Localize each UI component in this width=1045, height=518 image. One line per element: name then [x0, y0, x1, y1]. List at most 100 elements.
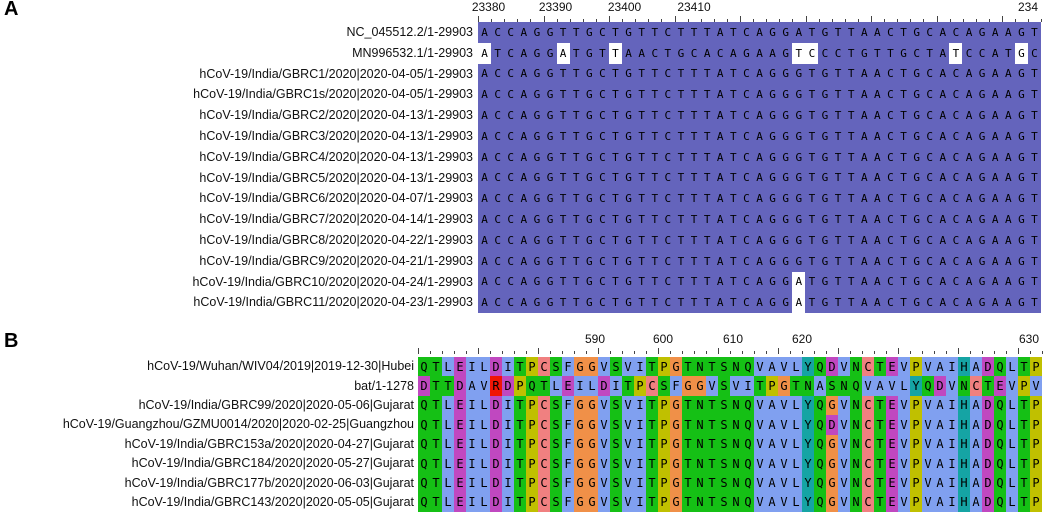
residue-cell: C — [538, 492, 550, 513]
residue-cell: A — [934, 415, 946, 435]
nucleotide-cell: T — [844, 292, 858, 314]
residue-cell: V — [598, 357, 610, 377]
residue-cell: V — [622, 415, 634, 435]
nucleotide-cell: T — [726, 271, 740, 293]
panel-b-ruler-tick — [934, 351, 935, 354]
residue-cell: Q — [742, 492, 754, 513]
residue-cell: E — [886, 473, 898, 493]
nucleotide-cell: T — [608, 271, 623, 293]
residue-cell: E — [454, 492, 466, 513]
nucleotide-cell: A — [857, 271, 871, 293]
nucleotide-cell: G — [543, 126, 557, 147]
panel-b-ruler-tick — [502, 351, 503, 354]
nucleotide-cell: G — [622, 250, 636, 272]
residue-cell: G — [586, 395, 598, 416]
nucleotide-cell: C — [504, 84, 518, 106]
nucleotide-cell: T — [844, 271, 858, 293]
nucleotide-cell: T — [635, 146, 649, 168]
residue-cell: V — [922, 415, 934, 435]
residue-cell: T — [706, 454, 718, 474]
nucleotide-cell: C — [949, 126, 963, 147]
nucleotide-cell: C — [661, 126, 675, 147]
nucleotide-cell: A — [1001, 230, 1015, 251]
nucleotide-cell: C — [504, 250, 518, 272]
residue-cell: T — [706, 492, 718, 513]
panel-a-ruler-tick — [740, 16, 741, 22]
nucleotide-cell: A — [988, 209, 1002, 230]
nucleotide-cell: T — [556, 209, 570, 230]
panel-b-ruler-tick — [778, 348, 779, 354]
nucleotide-cell: A — [962, 84, 976, 106]
residue-cell: T — [874, 415, 886, 435]
residue-cell: G — [778, 376, 790, 396]
panel-a-ruler-tick — [962, 19, 964, 22]
nucleotide-cell: G — [857, 42, 871, 64]
nucleotide-cell: C — [923, 292, 937, 314]
residue-cell: N — [850, 454, 862, 474]
residue-cell: C — [970, 376, 982, 396]
nucleotide-cell: G — [530, 126, 544, 147]
nucleotide-cell: A — [517, 42, 531, 64]
residue-cell: V — [754, 434, 766, 454]
residue-cell: G — [670, 395, 682, 416]
nucleotide-cell: A — [752, 146, 767, 168]
residue-cell: I — [634, 473, 646, 493]
residue-cell: A — [970, 492, 982, 513]
residue-cell: D — [490, 415, 502, 435]
residue-cell: Q — [742, 357, 754, 377]
nucleotide-cell: G — [766, 167, 780, 189]
residue-cell: Q — [742, 395, 754, 416]
nucleotide-cell: C — [883, 167, 897, 189]
panel-a-sequence-labels: NC_045512.2/1-29903 MN996532.1/1-29903 hCo… — [0, 22, 473, 316]
residue-cell: N — [850, 434, 862, 454]
nucleotide-cell: T — [674, 146, 688, 168]
residue-cell: S — [718, 473, 730, 493]
residue-cell: T — [538, 376, 550, 396]
residue-cell: E — [994, 376, 1006, 396]
nucleotide-cell: A — [857, 84, 871, 106]
residue-cell: R — [490, 376, 502, 396]
residue-cell: P — [526, 434, 538, 454]
residue-cell: N — [730, 473, 742, 493]
nucleotide-cell: T — [556, 84, 570, 106]
nucleotide-cell: T — [674, 22, 688, 43]
nucleotide-cell: G — [582, 167, 596, 189]
residue-cell: G — [586, 492, 598, 513]
nucleotide-cell: T — [726, 84, 740, 106]
nucleotide-cell: G — [1014, 167, 1028, 189]
residue-cell: E — [454, 415, 466, 435]
nucleotide-cell: A — [962, 209, 976, 230]
residue-cell: A — [766, 454, 778, 474]
residue-cell: V — [598, 454, 610, 474]
nucleotide-cell: G — [582, 126, 596, 147]
nucleotide-cell: T — [726, 146, 740, 168]
nucleotide-cell: C — [883, 209, 897, 230]
residue-cell: T — [682, 492, 694, 513]
nucleotide-cell: T — [608, 126, 623, 147]
panel-b-position-number: 600 — [652, 332, 674, 346]
nucleotide-cell: T — [648, 126, 662, 147]
nucleotide-cell: C — [949, 167, 963, 189]
nucleotide-cell: G — [582, 84, 596, 106]
residue-cell: E — [454, 454, 466, 474]
residue-cell: P — [1018, 376, 1030, 396]
residue-cell: I — [466, 395, 478, 416]
nucleotide-cell: T — [700, 22, 714, 43]
residue-cell: F — [562, 434, 574, 454]
nucleotide-cell: A — [1001, 188, 1015, 210]
nucleotide-cell: C — [739, 63, 753, 85]
nucleotide-cell: C — [504, 230, 518, 251]
residue-cell: S — [610, 415, 622, 435]
nucleotide-cell: T — [700, 84, 714, 106]
nucleotide-cell: T — [897, 146, 911, 168]
nucleotide-cell: A — [962, 63, 976, 85]
nucleotide-cell: T — [726, 292, 740, 314]
nucleotide-cell: A — [478, 292, 492, 314]
residue-cell: P — [910, 473, 922, 493]
residue-cell: P — [526, 415, 538, 435]
nucleotide-cell: T — [805, 292, 819, 314]
nucleotide-cell: C — [661, 167, 675, 189]
nucleotide-cell: A — [766, 42, 780, 64]
